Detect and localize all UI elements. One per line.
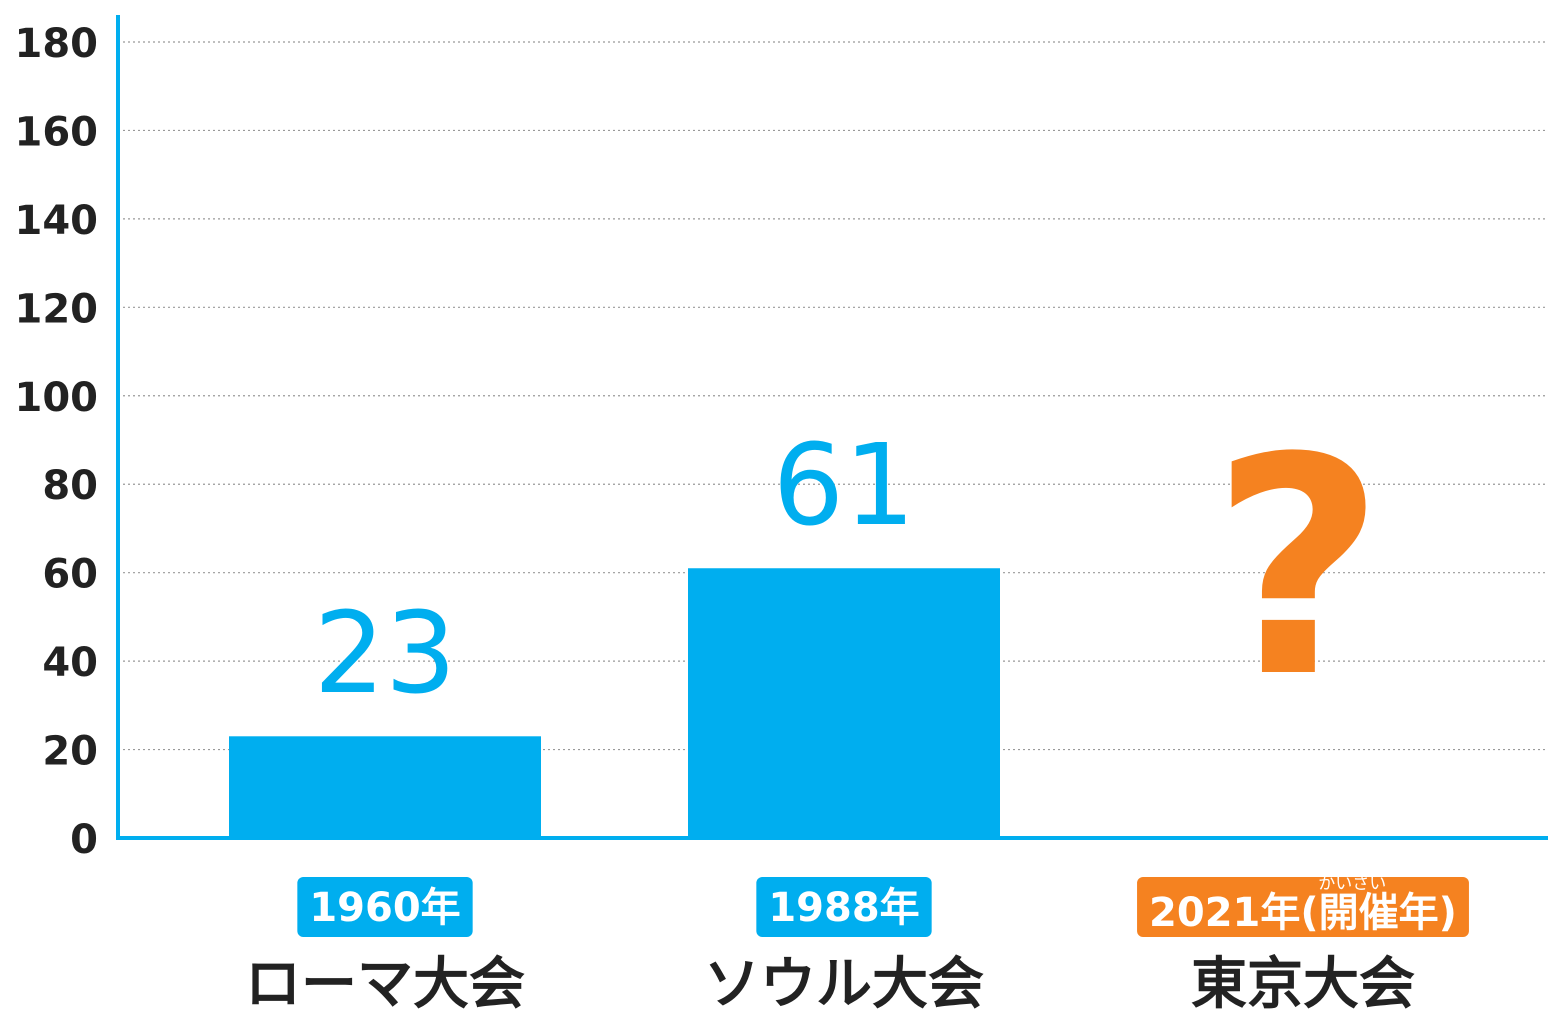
badge-bg	[1137, 877, 1469, 937]
ruby: かいさい	[1318, 874, 1386, 894]
year-badge: 1988年	[756, 877, 932, 937]
year-label: 1988年	[768, 885, 919, 931]
year-badge: 2021年(開催年)かいさい	[1137, 874, 1469, 937]
year-label: 2021年(開催年)	[1149, 890, 1457, 936]
bar	[688, 568, 1000, 838]
annotation: ?	[1211, 394, 1385, 743]
y-tick-label: 180	[15, 21, 99, 67]
badge-bg	[756, 877, 932, 937]
value-label: 23	[314, 589, 457, 719]
x-tick-label: ローマ大会	[245, 952, 525, 1014]
y-tick-label: 60	[42, 552, 98, 598]
y-tick-label: 80	[42, 463, 98, 509]
bar	[229, 736, 541, 838]
year-badge: 1960年	[297, 877, 473, 937]
y-tick-label: 100	[15, 375, 99, 421]
y-tick-label: 20	[42, 729, 98, 775]
y-tick-label: 140	[15, 198, 99, 244]
y-tick-label: 40	[42, 640, 98, 686]
y-tick-label: 160	[15, 109, 99, 155]
badge-bg	[297, 877, 473, 937]
year-label: 1960年	[309, 885, 460, 931]
x-tick-label: ソウル大会	[704, 952, 984, 1014]
y-tick-label: 0	[70, 817, 98, 863]
x-tick-label: 東京大会	[1191, 952, 1415, 1014]
y-tick-label: 120	[15, 286, 99, 332]
value-label: 61	[773, 421, 916, 551]
